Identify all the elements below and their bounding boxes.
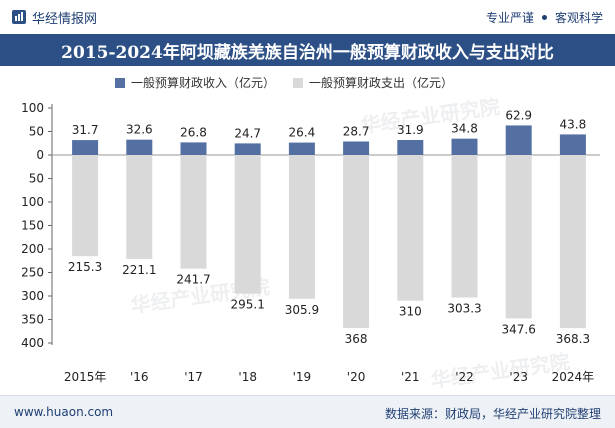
data-label-income: 62.9 [505, 108, 532, 122]
legend-item-expense: 一般预算财政支出（亿元） [293, 74, 453, 91]
data-label-income: 43.8 [560, 117, 587, 131]
bar-expense [234, 155, 261, 294]
brand-name: 华经情报网 [32, 11, 98, 27]
chart-title: 2015-2024年阿坝藏族羌族自治州一般预算财政收入与支出对比 [61, 42, 554, 63]
footer-source: 数据来源：财政局，华经产业研究院整理 [384, 407, 601, 421]
data-label-expense: 305.9 [285, 303, 319, 317]
x-tick-label: 2015年 [64, 370, 107, 384]
data-label-expense: 310 [399, 305, 422, 319]
x-tick-label: '22 [455, 370, 474, 384]
chart-title-bar: 2015-2024年阿坝藏族羌族自治州一般预算财政收入与支出对比 [0, 34, 615, 66]
data-label-income: 24.7 [234, 126, 261, 140]
data-label-expense: 347.6 [502, 322, 536, 336]
data-label-income: 34.8 [451, 122, 478, 136]
x-tick-label: '21 [401, 370, 420, 384]
bar-expense [126, 155, 153, 259]
x-tick-label: '19 [293, 370, 312, 384]
top-bar: 华经情报网 专业严谨 客观科学 [0, 0, 615, 34]
bar-expense [72, 155, 99, 257]
slogan-left: 专业严谨 [485, 11, 534, 25]
y-tick-label: 250 [21, 266, 44, 280]
legend-swatch-expense [293, 77, 304, 88]
data-label-income: 26.8 [180, 125, 207, 139]
x-tick-label: '18 [238, 370, 257, 384]
bullet-dot-icon [541, 15, 547, 20]
bar-expense [180, 155, 207, 269]
footer-website: www.huaon.com [14, 405, 114, 419]
data-label-expense: 368.3 [556, 332, 590, 346]
chart-area: 100 50 0 50 100 150 200 250 300 350 400 31.7 215.3 20… [21, 101, 600, 384]
bar-income [126, 139, 153, 155]
bar-expense [505, 155, 532, 319]
bar-income [72, 140, 99, 155]
x-tick-label: '23 [509, 370, 528, 384]
y-tick-label: 0 [36, 148, 44, 162]
footer-bar: www.huaon.com 数据来源：财政局，华经产业研究院整理 [0, 395, 615, 428]
y-tick-label: 100 [21, 101, 44, 115]
slogan-right: 客观科学 [554, 11, 603, 25]
y-tick-label: 300 [21, 289, 44, 303]
legend-label-expense: 一般预算财政支出（亿元） [309, 76, 454, 90]
brand-logo-icon [12, 10, 26, 24]
bar-income [559, 134, 586, 155]
data-label-income: 32.6 [126, 123, 153, 137]
bar-income [451, 138, 478, 155]
y-tick-label: 50 [29, 172, 44, 186]
x-tick-label: '16 [130, 370, 149, 384]
data-label-income: 31.7 [72, 123, 99, 137]
x-tick-label: '17 [184, 370, 203, 384]
data-label-income: 31.9 [397, 123, 424, 137]
bar-income [397, 140, 424, 155]
y-tick-label: 150 [21, 219, 44, 233]
y-tick-label: 200 [21, 242, 44, 256]
bar-expense [559, 155, 586, 329]
slogan: 专业严谨 客观科学 [486, 9, 603, 26]
legend-item-income: 一般预算财政收入（亿元） [115, 74, 275, 91]
brand: 华经情报网 [12, 8, 98, 27]
data-label-expense: 241.7 [176, 273, 210, 287]
bar-income [288, 142, 315, 155]
legend-label-income: 一般预算财政收入（亿元） [131, 76, 276, 90]
y-tick-label: 100 [21, 195, 44, 209]
x-tick-label: 2024年 [552, 370, 595, 384]
bar-income [180, 142, 207, 155]
y-tick-label: 50 [29, 125, 44, 139]
bar-income [505, 125, 532, 155]
bar-expense [288, 155, 315, 299]
y-tick-label: 350 [21, 313, 44, 327]
bar-expense [451, 155, 478, 298]
bar-expense [397, 155, 424, 301]
data-label-expense: 221.1 [122, 263, 156, 277]
data-label-expense: 295.1 [231, 298, 265, 312]
bar-income [234, 143, 261, 155]
x-tick-label: '20 [347, 370, 366, 384]
legend-swatch-income [115, 77, 125, 88]
data-label-expense: 215.3 [68, 260, 102, 274]
bar-income [343, 141, 370, 155]
data-label-income: 26.4 [289, 126, 316, 140]
data-label-expense: 303.3 [447, 302, 481, 316]
chart-legend: 一般预算财政收入（亿元） 一般预算财政支出（亿元） [115, 74, 453, 91]
y-tick-label: 400 [21, 336, 44, 350]
data-label-expense: 368 [345, 332, 368, 346]
data-label-income: 28.7 [343, 125, 370, 139]
bar-expense [343, 155, 370, 328]
